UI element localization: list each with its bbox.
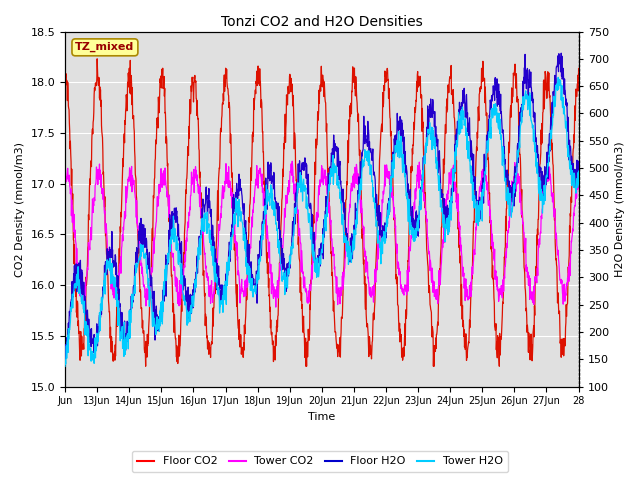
Y-axis label: CO2 Density (mmol/m3): CO2 Density (mmol/m3) [15,142,25,276]
Legend: Floor CO2, Tower CO2, Floor H2O, Tower H2O: Floor CO2, Tower CO2, Floor H2O, Tower H… [132,451,508,472]
Title: Tonzi CO2 and H2O Densities: Tonzi CO2 and H2O Densities [221,15,422,29]
Text: TZ_mixed: TZ_mixed [76,42,134,52]
Y-axis label: H2O Density (mmol/m3): H2O Density (mmol/m3) [615,141,625,277]
X-axis label: Time: Time [308,412,335,422]
